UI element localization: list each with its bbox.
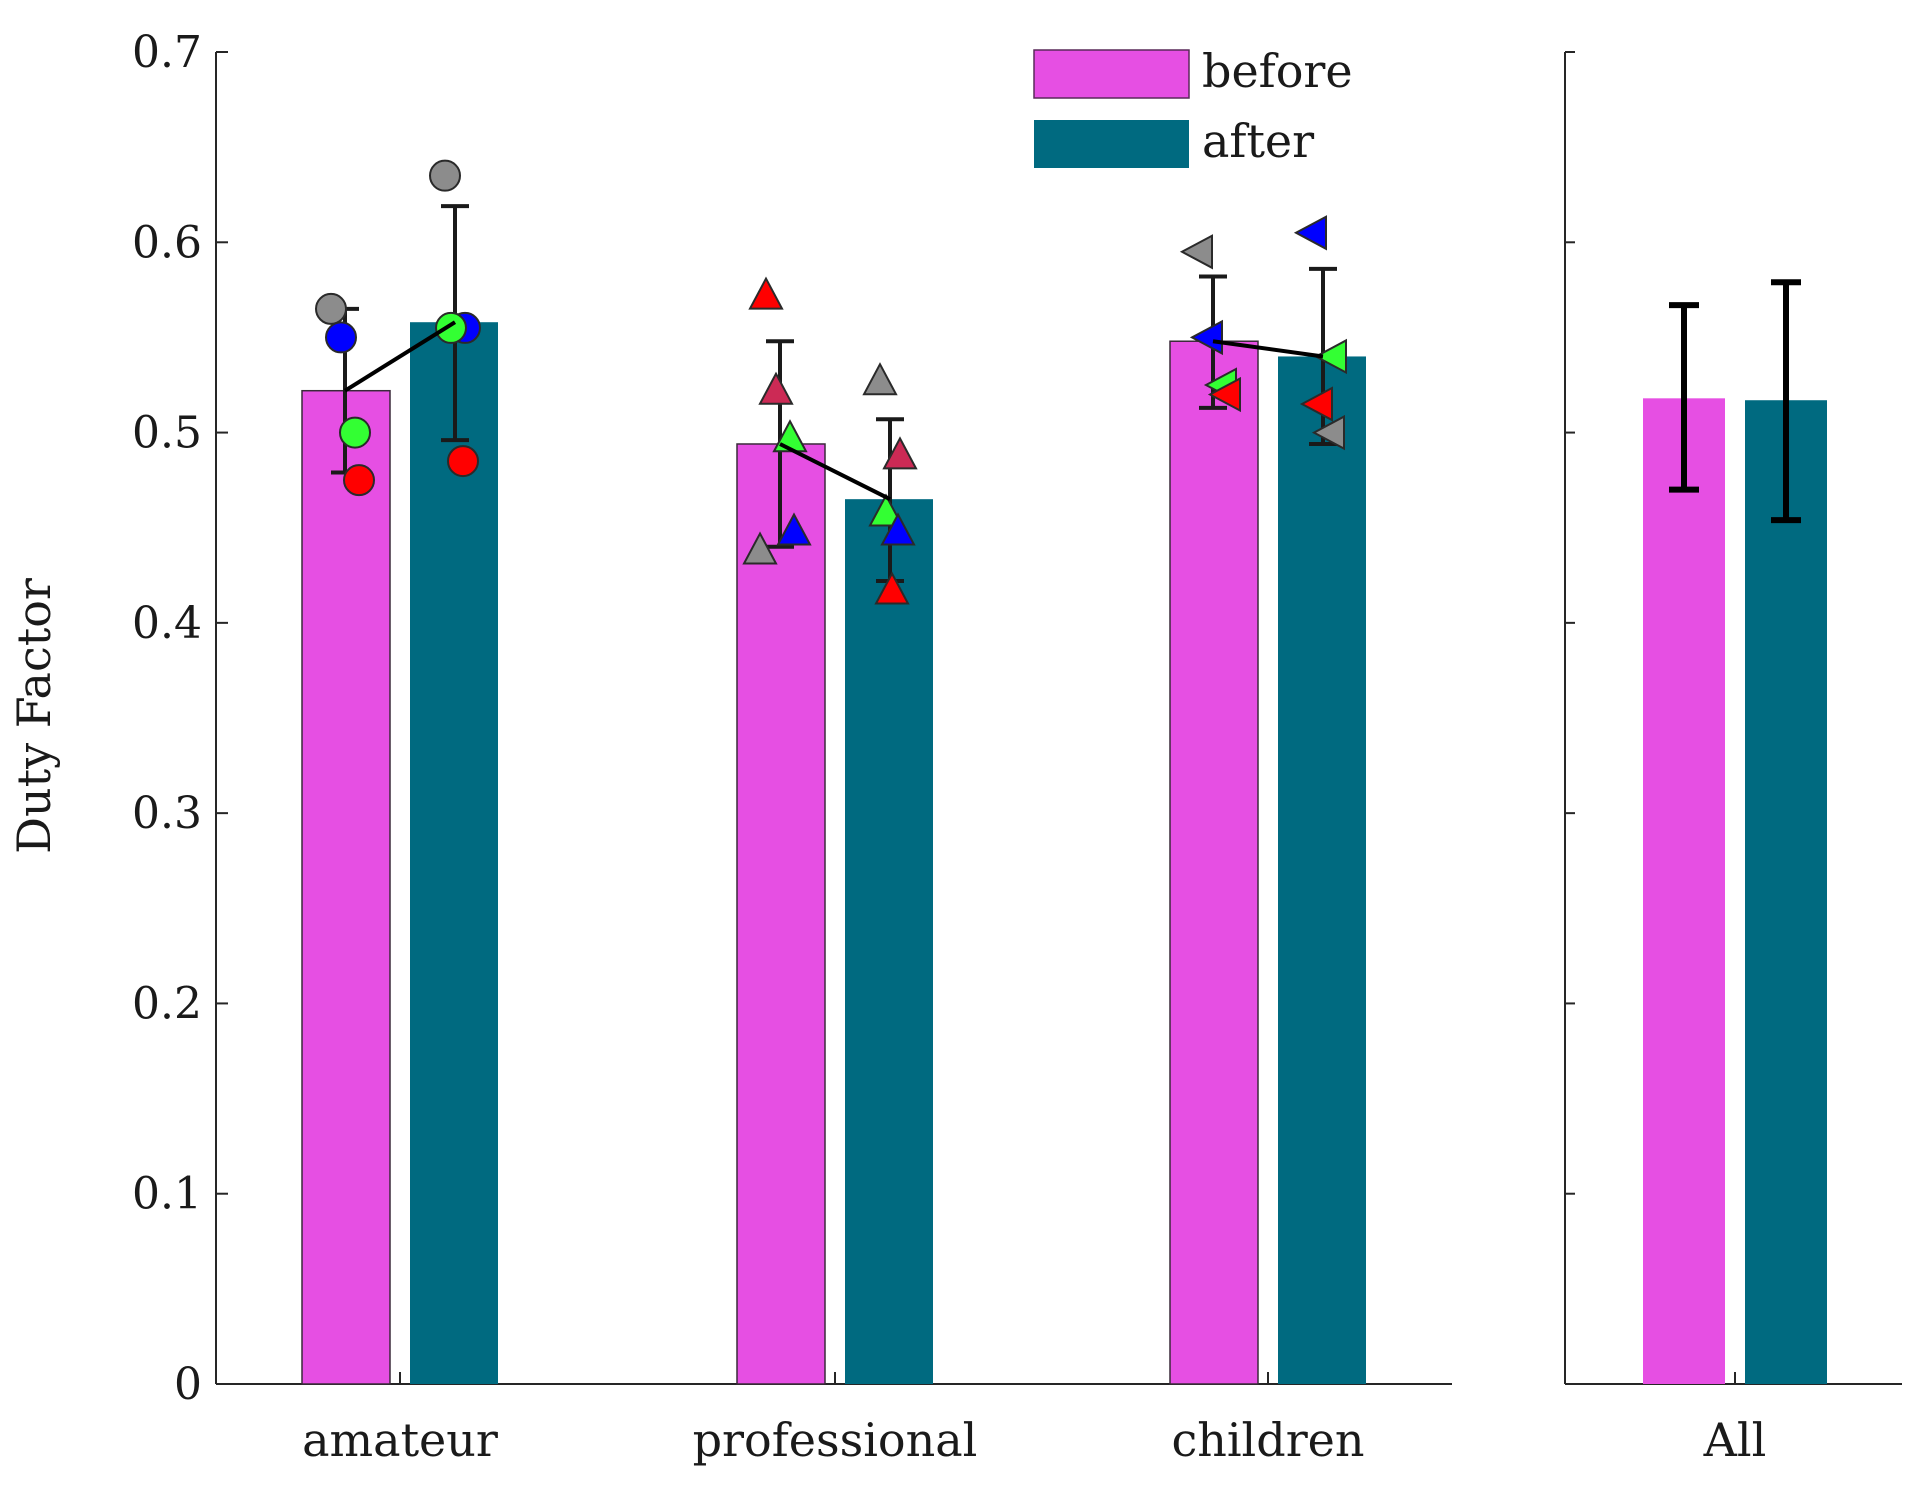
data-point [429,159,461,192]
data-point [315,292,347,325]
bar-before-professional [736,443,826,1385]
legend-label-after: after [1202,114,1314,168]
y-tick-label: 0.2 [132,978,202,1029]
data-point [1311,414,1345,451]
bar-before-amateur [301,389,391,1385]
data-point [742,531,778,565]
data-point [435,311,467,344]
y-axis-label: Duty Factor [7,578,61,854]
x-tick-label: amateur [302,1413,498,1467]
mean-connector [343,320,457,393]
y-tick-label: 0.7 [132,27,202,78]
data-point [343,464,375,497]
legend-label-before: before [1202,44,1353,98]
panel-groups: 0 0.1 0.2 0.3 0.4 0.5 0.6 0.7 amateur professiona… [132,27,1452,1467]
bar-before-All [1643,398,1725,1384]
x-tick-label: children [1171,1413,1364,1467]
data-point [758,371,794,405]
data-point [882,436,918,470]
y-tick-label: 0.4 [132,598,202,649]
data-point [1299,386,1333,422]
y-tick-label: 0 [174,1359,202,1410]
bar-after-professional [845,499,933,1385]
bar-before-children [1169,340,1259,1385]
bar-after-All [1745,400,1827,1384]
data-point [339,416,371,449]
data-point [1189,319,1223,356]
panel-overall: All [1564,51,1902,1467]
bar-after-children [1278,356,1366,1384]
legend: before after [1033,44,1353,168]
data-point [447,445,479,478]
data-point [868,493,904,527]
mean-connector [1212,339,1324,359]
y-tick-label: 0.5 [132,408,202,459]
data-point [1207,376,1241,413]
x-tick-label: All [1703,1413,1767,1467]
legend-swatch-before [1033,49,1190,99]
data-point [862,362,898,396]
data-point [1293,215,1327,251]
data-point [325,321,357,354]
y-tick-label: 0.1 [132,1169,202,1220]
y-tick-label: 0.3 [132,788,202,839]
data-point [1313,338,1347,375]
data-point [880,512,916,546]
data-point [748,276,784,310]
x-tick-label: professional [693,1413,978,1467]
legend-swatch-after [1034,120,1189,168]
data-point [776,512,812,546]
data-point [874,571,910,605]
bar-after-amateur [410,322,498,1385]
mean-connector [779,442,891,501]
data-point [1179,234,1213,270]
y-tick-label: 0.6 [132,217,202,268]
